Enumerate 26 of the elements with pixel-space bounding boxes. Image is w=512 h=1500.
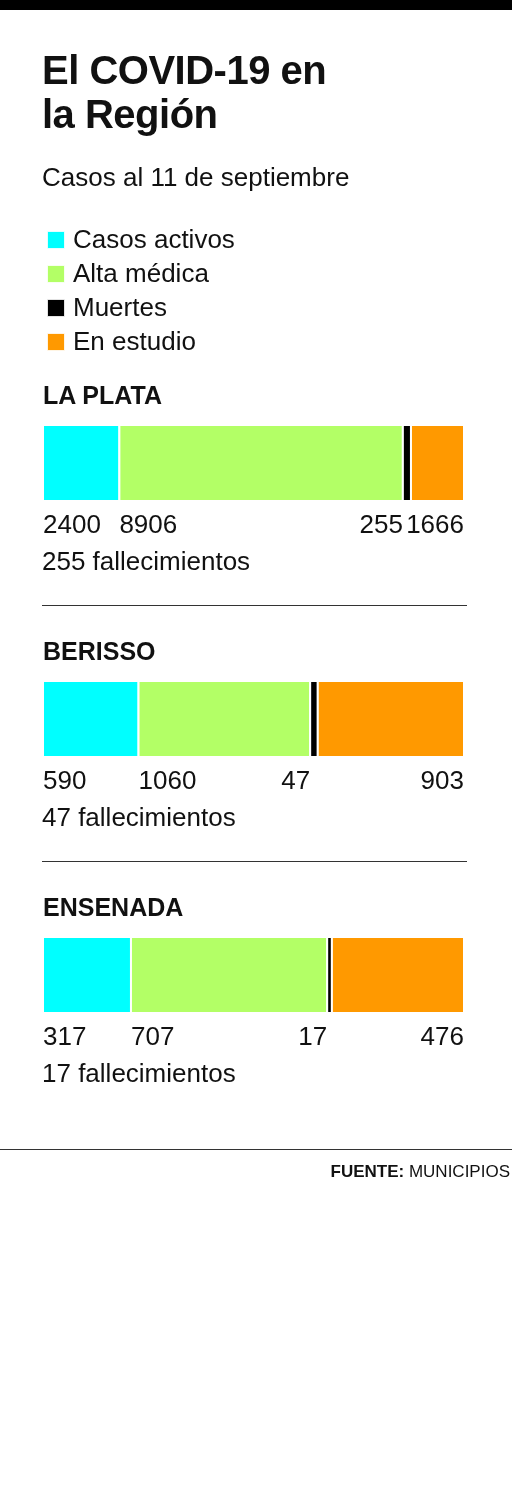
chart-title: ENSENADA: [43, 893, 184, 921]
data-label: 8906: [119, 509, 178, 539]
source-note: FUENTE: MUNICIPIOS: [0, 1149, 512, 1190]
data-label: 903: [420, 765, 464, 795]
text: 255 fallecimientos: [42, 546, 252, 577]
data-label: 476: [420, 1021, 464, 1051]
data-label: 17: [298, 1021, 328, 1051]
legend-label: Alta médica: [73, 258, 210, 288]
data-label: 317: [43, 1021, 87, 1051]
text: Casos al 11 de septiembre: [42, 162, 351, 193]
bar: [330, 936, 465, 1014]
data-label: 1060: [138, 765, 197, 795]
data-label: 2400: [43, 509, 101, 539]
text: El COVID-19 en la Región: [42, 48, 328, 136]
text: 17 fallecimientos: [41, 1058, 237, 1089]
data-label: 590: [43, 765, 87, 795]
chart-title: LA PLATA: [43, 381, 162, 409]
data-label: 707: [130, 1021, 175, 1051]
legend-label: Muertes: [73, 292, 167, 322]
legend-label: En estudio: [73, 326, 196, 356]
data-label: 1666: [406, 509, 464, 539]
text: 47 fallecimientos: [42, 802, 237, 833]
data-label: 47: [281, 765, 311, 795]
chart-title: BERISSO: [43, 637, 156, 665]
data-label: 255: [359, 509, 403, 539]
legend-label: Casos activos: [73, 224, 235, 254]
